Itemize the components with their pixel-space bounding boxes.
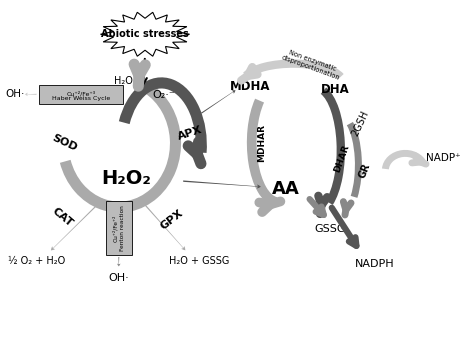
- Text: Abiotic stresses: Abiotic stresses: [101, 29, 189, 39]
- Text: SOD: SOD: [50, 133, 79, 153]
- Text: ½ O₂ + H₂O: ½ O₂ + H₂O: [8, 256, 65, 266]
- Text: DHA: DHA: [320, 83, 349, 96]
- Text: H₂O: H₂O: [115, 76, 133, 86]
- Text: OH·: OH·: [109, 273, 129, 282]
- Text: OH·: OH·: [5, 89, 24, 99]
- Polygon shape: [100, 12, 190, 56]
- Text: MDHAR: MDHAR: [257, 124, 266, 162]
- Text: H₂O + GSSG: H₂O + GSSG: [169, 256, 229, 266]
- Text: DHAR: DHAR: [333, 143, 351, 174]
- Text: NADPH: NADPH: [355, 259, 395, 269]
- Text: GSSG: GSSG: [315, 224, 346, 234]
- Text: 2GSH: 2GSH: [349, 109, 370, 137]
- Text: APX: APX: [176, 125, 203, 142]
- FancyBboxPatch shape: [38, 85, 122, 104]
- Text: MDHA: MDHA: [230, 80, 271, 93]
- Text: Haber Weiss Cycle: Haber Weiss Cycle: [52, 95, 110, 100]
- Text: Cu⁺²/Fe⁺²
Fenton reaction: Cu⁺²/Fe⁺² Fenton reaction: [113, 205, 125, 251]
- Text: NADP⁺: NADP⁺: [426, 153, 460, 163]
- FancyBboxPatch shape: [106, 202, 132, 255]
- Text: O₂·⁻: O₂·⁻: [152, 90, 175, 100]
- Text: Cu⁺²/Fe⁺³: Cu⁺²/Fe⁺³: [66, 91, 95, 97]
- Text: Non enzymatic
disproportionation: Non enzymatic disproportionation: [280, 48, 343, 81]
- Text: CAT: CAT: [51, 206, 75, 228]
- Text: GPX: GPX: [159, 208, 185, 232]
- Text: H₂O₂: H₂O₂: [101, 169, 151, 188]
- Text: AA: AA: [272, 180, 300, 197]
- Text: GR: GR: [357, 162, 372, 180]
